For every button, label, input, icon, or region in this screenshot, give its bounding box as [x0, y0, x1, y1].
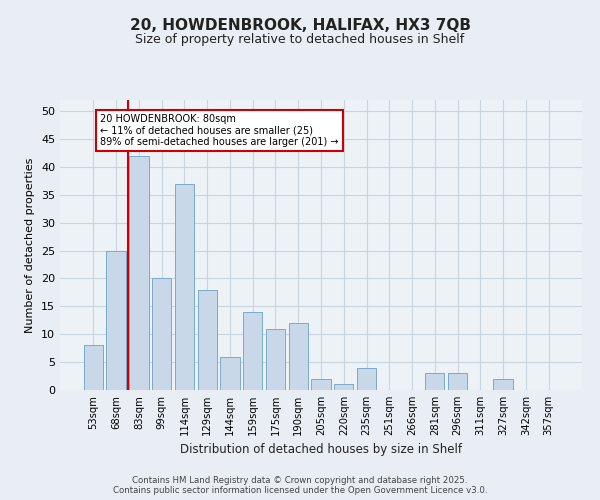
Bar: [106, 250, 126, 390]
Bar: [266, 328, 285, 390]
Bar: [334, 384, 353, 390]
Text: Size of property relative to detached houses in Shelf: Size of property relative to detached ho…: [136, 32, 464, 46]
Bar: [493, 379, 513, 390]
Bar: [243, 312, 262, 390]
Bar: [175, 184, 194, 390]
Bar: [311, 379, 331, 390]
Bar: [220, 356, 239, 390]
Y-axis label: Number of detached properties: Number of detached properties: [25, 158, 35, 332]
Bar: [152, 278, 172, 390]
Text: Contains HM Land Registry data © Crown copyright and database right 2025.
Contai: Contains HM Land Registry data © Crown c…: [113, 476, 487, 495]
Text: 20, HOWDENBROOK, HALIFAX, HX3 7QB: 20, HOWDENBROOK, HALIFAX, HX3 7QB: [130, 18, 470, 32]
Bar: [357, 368, 376, 390]
Bar: [448, 374, 467, 390]
Bar: [425, 374, 445, 390]
Bar: [197, 290, 217, 390]
Bar: [129, 156, 149, 390]
Text: Distribution of detached houses by size in Shelf: Distribution of detached houses by size …: [180, 442, 462, 456]
Text: 20 HOWDENBROOK: 80sqm
← 11% of detached houses are smaller (25)
89% of semi-deta: 20 HOWDENBROOK: 80sqm ← 11% of detached …: [100, 114, 339, 147]
Bar: [84, 346, 103, 390]
Bar: [289, 323, 308, 390]
